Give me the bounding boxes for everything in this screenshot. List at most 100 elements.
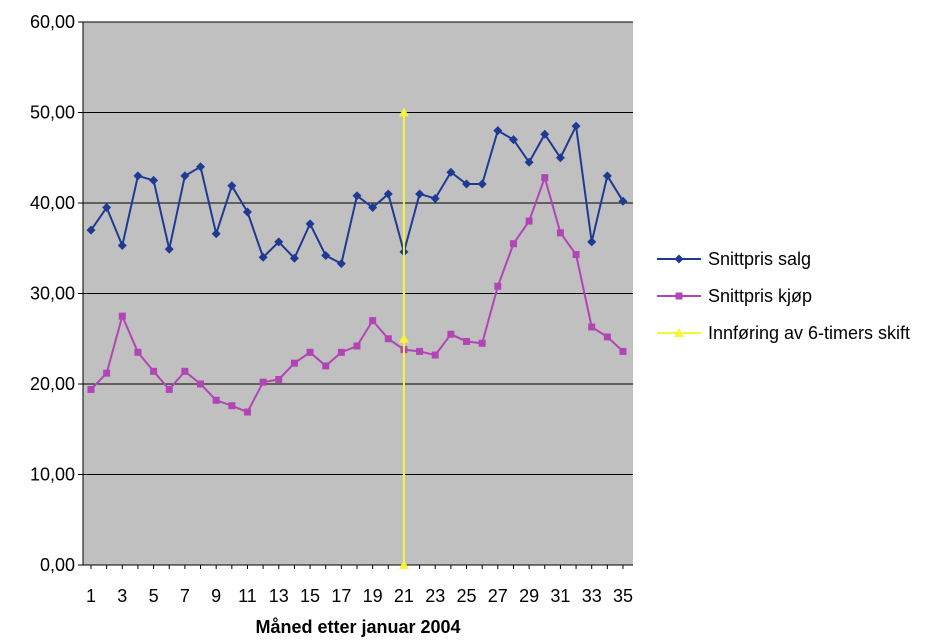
legend-label: Innføring av 6-timers skift [708,323,910,343]
series-3 [398,107,409,569]
data-point [398,560,409,569]
y-tick-label: 60,00 [30,12,75,32]
x-tick-label: 23 [425,586,445,606]
data-point [447,330,455,338]
data-point [588,323,596,331]
x-tick-label: 17 [331,586,351,606]
data-point [149,175,159,185]
data-point [416,347,424,355]
data-point [509,240,517,248]
data-point [134,348,142,356]
legend-marker [675,292,683,300]
data-point [368,203,378,213]
data-point [87,385,95,393]
data-point [196,162,206,172]
y-tick-label: 50,00 [30,103,75,123]
data-point [242,207,252,217]
data-point [353,342,361,350]
data-point [369,317,377,325]
x-tick-label: 33 [582,586,602,606]
data-point [462,179,472,189]
data-point [306,348,314,356]
data-point [164,244,174,254]
legend-item: Snittpris salg [657,249,811,269]
legend: Snittpris salg Snittpris kjøp Innføring av… [657,249,910,343]
data-point [102,203,112,213]
data-point [602,171,612,181]
legend-item: Innføring av 6-timers skift [657,323,910,343]
data-point [181,367,189,375]
data-point [555,153,565,163]
data-point [383,189,393,199]
data-point [321,250,331,260]
data-point [211,229,221,239]
legend-marker [674,328,684,337]
data-point [541,174,549,182]
x-axis-ticks: 1 3 5 7 9 11 13 15 17 19 21 23 25 27 29 31 33 35 [86,565,633,606]
x-tick-label: 25 [457,586,477,606]
data-point [243,408,251,416]
data-point [618,196,628,206]
data-point [478,339,486,347]
data-point [337,348,345,356]
data-point [133,171,143,181]
x-tick-label: 21 [394,586,414,606]
data-point [290,359,298,367]
data-point [336,259,346,269]
data-point [259,378,267,386]
data-point [493,126,503,136]
y-tick-label: 0,00 [40,555,75,575]
series-2 [87,174,627,416]
x-tick-label: 1 [86,586,96,606]
data-point [275,375,283,383]
data-point [289,253,299,263]
data-point [415,189,425,199]
data-point [165,385,173,393]
data-point [603,333,611,341]
data-point [431,351,439,359]
data-point [463,337,471,345]
legend-marker [674,254,684,264]
x-tick-label: 15 [300,586,320,606]
data-point [524,157,534,167]
data-point [446,167,456,177]
y-tick-label: 10,00 [30,465,75,485]
legend-label: Snittpris kjøp [708,286,812,306]
data-point [398,333,409,343]
x-tick-label: 11 [238,586,257,606]
data-point [556,229,564,237]
data-point [477,179,487,189]
x-tick-label: 27 [488,586,508,606]
data-point [227,181,237,191]
data-point [571,121,581,131]
data-point [86,225,96,235]
data-point [258,252,268,262]
legend-label: Snittpris salg [708,249,811,269]
data-point [540,129,550,139]
data-point [118,312,126,320]
data-point [180,171,190,181]
data-point [150,367,158,375]
x-tick-label: 13 [269,586,289,606]
data-point [352,191,362,201]
x-tick-label: 35 [613,586,633,606]
data-point [212,396,220,404]
x-tick-label: 19 [363,586,383,606]
data-point [587,237,597,247]
data-point [228,402,236,410]
data-point [274,237,284,247]
data-point [525,217,533,225]
y-tick-label: 40,00 [30,193,75,213]
y-axis-ticks: 0,00 10,00 20,00 30,00 40,00 50,00 60,00 [30,12,83,575]
y-tick-label: 20,00 [30,374,75,394]
data-point [117,241,127,251]
data-point [572,251,580,259]
x-tick-label: 3 [117,586,127,606]
x-tick-label: 31 [550,586,570,606]
legend-item: Snittpris kjøp [657,286,812,306]
y-tick-label: 30,00 [30,284,75,304]
data-point [305,219,315,229]
data-point [398,107,409,117]
x-tick-label: 7 [180,586,190,606]
